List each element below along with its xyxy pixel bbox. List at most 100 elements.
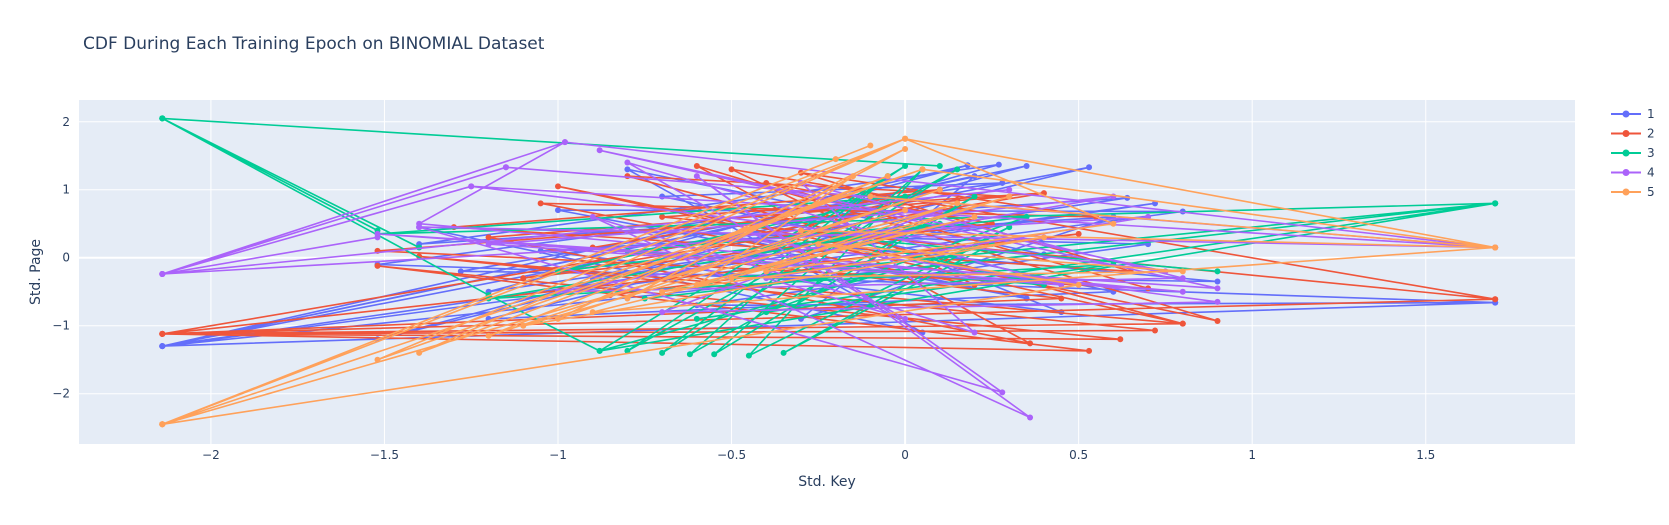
data-point [624, 173, 631, 180]
y-tick-label: 1 [62, 183, 70, 197]
data-point [919, 166, 926, 173]
data-point [971, 213, 978, 220]
legend[interactable]: 1 2 3 4 5 [1611, 107, 1655, 199]
x-tick-label: 0 [901, 448, 909, 462]
data-point [374, 262, 381, 269]
data-point [686, 351, 693, 358]
x-tick-label: −2 [202, 448, 220, 462]
data-point [561, 139, 568, 146]
data-point [850, 173, 857, 180]
data-point [554, 183, 561, 190]
x-tick-label: −0.5 [717, 448, 746, 462]
legend-swatch-marker [1622, 169, 1630, 176]
data-point [902, 193, 909, 200]
x-axis-ticks: −2 −1.5 −1 −0.5 0 0.5 1 1.5 [202, 448, 1435, 462]
legend-item-2[interactable]: 2 [1611, 127, 1655, 141]
data-point [624, 295, 631, 302]
x-tick-label: 1 [1248, 448, 1256, 462]
x-axis-title: Std. Key [798, 474, 856, 490]
data-point [832, 156, 839, 163]
series-line-5 [161, 138, 1496, 426]
legend-label: 4 [1647, 166, 1655, 180]
data-point [999, 389, 1006, 396]
data-point [589, 213, 596, 220]
data-point [1492, 296, 1499, 303]
data-point [1214, 285, 1221, 292]
data-point [159, 421, 166, 428]
data-point [537, 200, 544, 207]
data-point [884, 173, 891, 180]
data-point [763, 179, 770, 186]
chart-title: CDF During Each Training Epoch on BINOMI… [83, 34, 545, 54]
data-point [1117, 336, 1124, 343]
data-point [995, 161, 1002, 168]
data-point [159, 330, 166, 337]
x-tick-label: −1.5 [370, 448, 399, 462]
data-point [1110, 220, 1117, 227]
series-line-3 [161, 117, 1496, 357]
y-axis-title: Std. Page [28, 239, 44, 305]
y-tick-label: −1 [52, 319, 70, 333]
data-point [520, 275, 527, 282]
data-point [1214, 298, 1221, 305]
data-point [659, 309, 666, 316]
data-point [1027, 340, 1034, 347]
data-point [999, 179, 1006, 186]
data-point [624, 347, 631, 354]
data-point [537, 247, 544, 254]
data-point [1023, 213, 1030, 220]
data-point [936, 186, 943, 193]
legend-label: 3 [1647, 146, 1655, 160]
legend-swatch-marker [1622, 188, 1630, 196]
data-point [745, 352, 752, 359]
y-tick-label: −2 [52, 387, 70, 401]
data-point [867, 142, 874, 149]
data-point [902, 135, 909, 142]
data-point [1179, 320, 1186, 327]
data-point [468, 183, 475, 190]
y-tick-label: 2 [62, 115, 70, 129]
data-point [936, 162, 943, 169]
data-point [902, 315, 909, 322]
data-point [971, 193, 978, 200]
data-point [954, 166, 961, 173]
data-point [1492, 200, 1499, 207]
data-point [693, 315, 700, 322]
data-point [624, 166, 631, 173]
data-point [954, 200, 961, 207]
data-point [1075, 230, 1082, 237]
data-point [1214, 317, 1221, 324]
data-point [1152, 327, 1159, 334]
data-point [485, 332, 492, 339]
data-point [728, 275, 735, 282]
data-point [1086, 164, 1093, 171]
data-point [780, 349, 787, 356]
series-5[interactable] [159, 135, 1499, 428]
data-point [902, 145, 909, 152]
legend-swatch-marker [1622, 149, 1630, 157]
data-point [1058, 281, 1065, 288]
data-point [624, 159, 631, 166]
data-point [1179, 268, 1186, 275]
data-point [485, 241, 492, 248]
data-point [971, 329, 978, 336]
legend-item-5[interactable]: 5 [1611, 185, 1655, 199]
data-point [596, 347, 603, 354]
data-point [554, 207, 561, 214]
legend-label: 1 [1647, 107, 1655, 121]
data-point [763, 268, 770, 275]
legend-label: 5 [1647, 185, 1655, 199]
data-point [867, 193, 874, 200]
data-point [159, 115, 166, 122]
legend-item-4[interactable]: 4 [1611, 166, 1655, 180]
data-point [374, 356, 381, 363]
legend-item-1[interactable]: 1 [1611, 107, 1655, 121]
data-point [693, 281, 700, 288]
data-point [457, 268, 464, 275]
data-point [693, 173, 700, 180]
data-point [485, 234, 492, 241]
legend-label: 2 [1647, 127, 1655, 141]
legend-item-3[interactable]: 3 [1611, 146, 1655, 160]
data-point [554, 315, 561, 322]
